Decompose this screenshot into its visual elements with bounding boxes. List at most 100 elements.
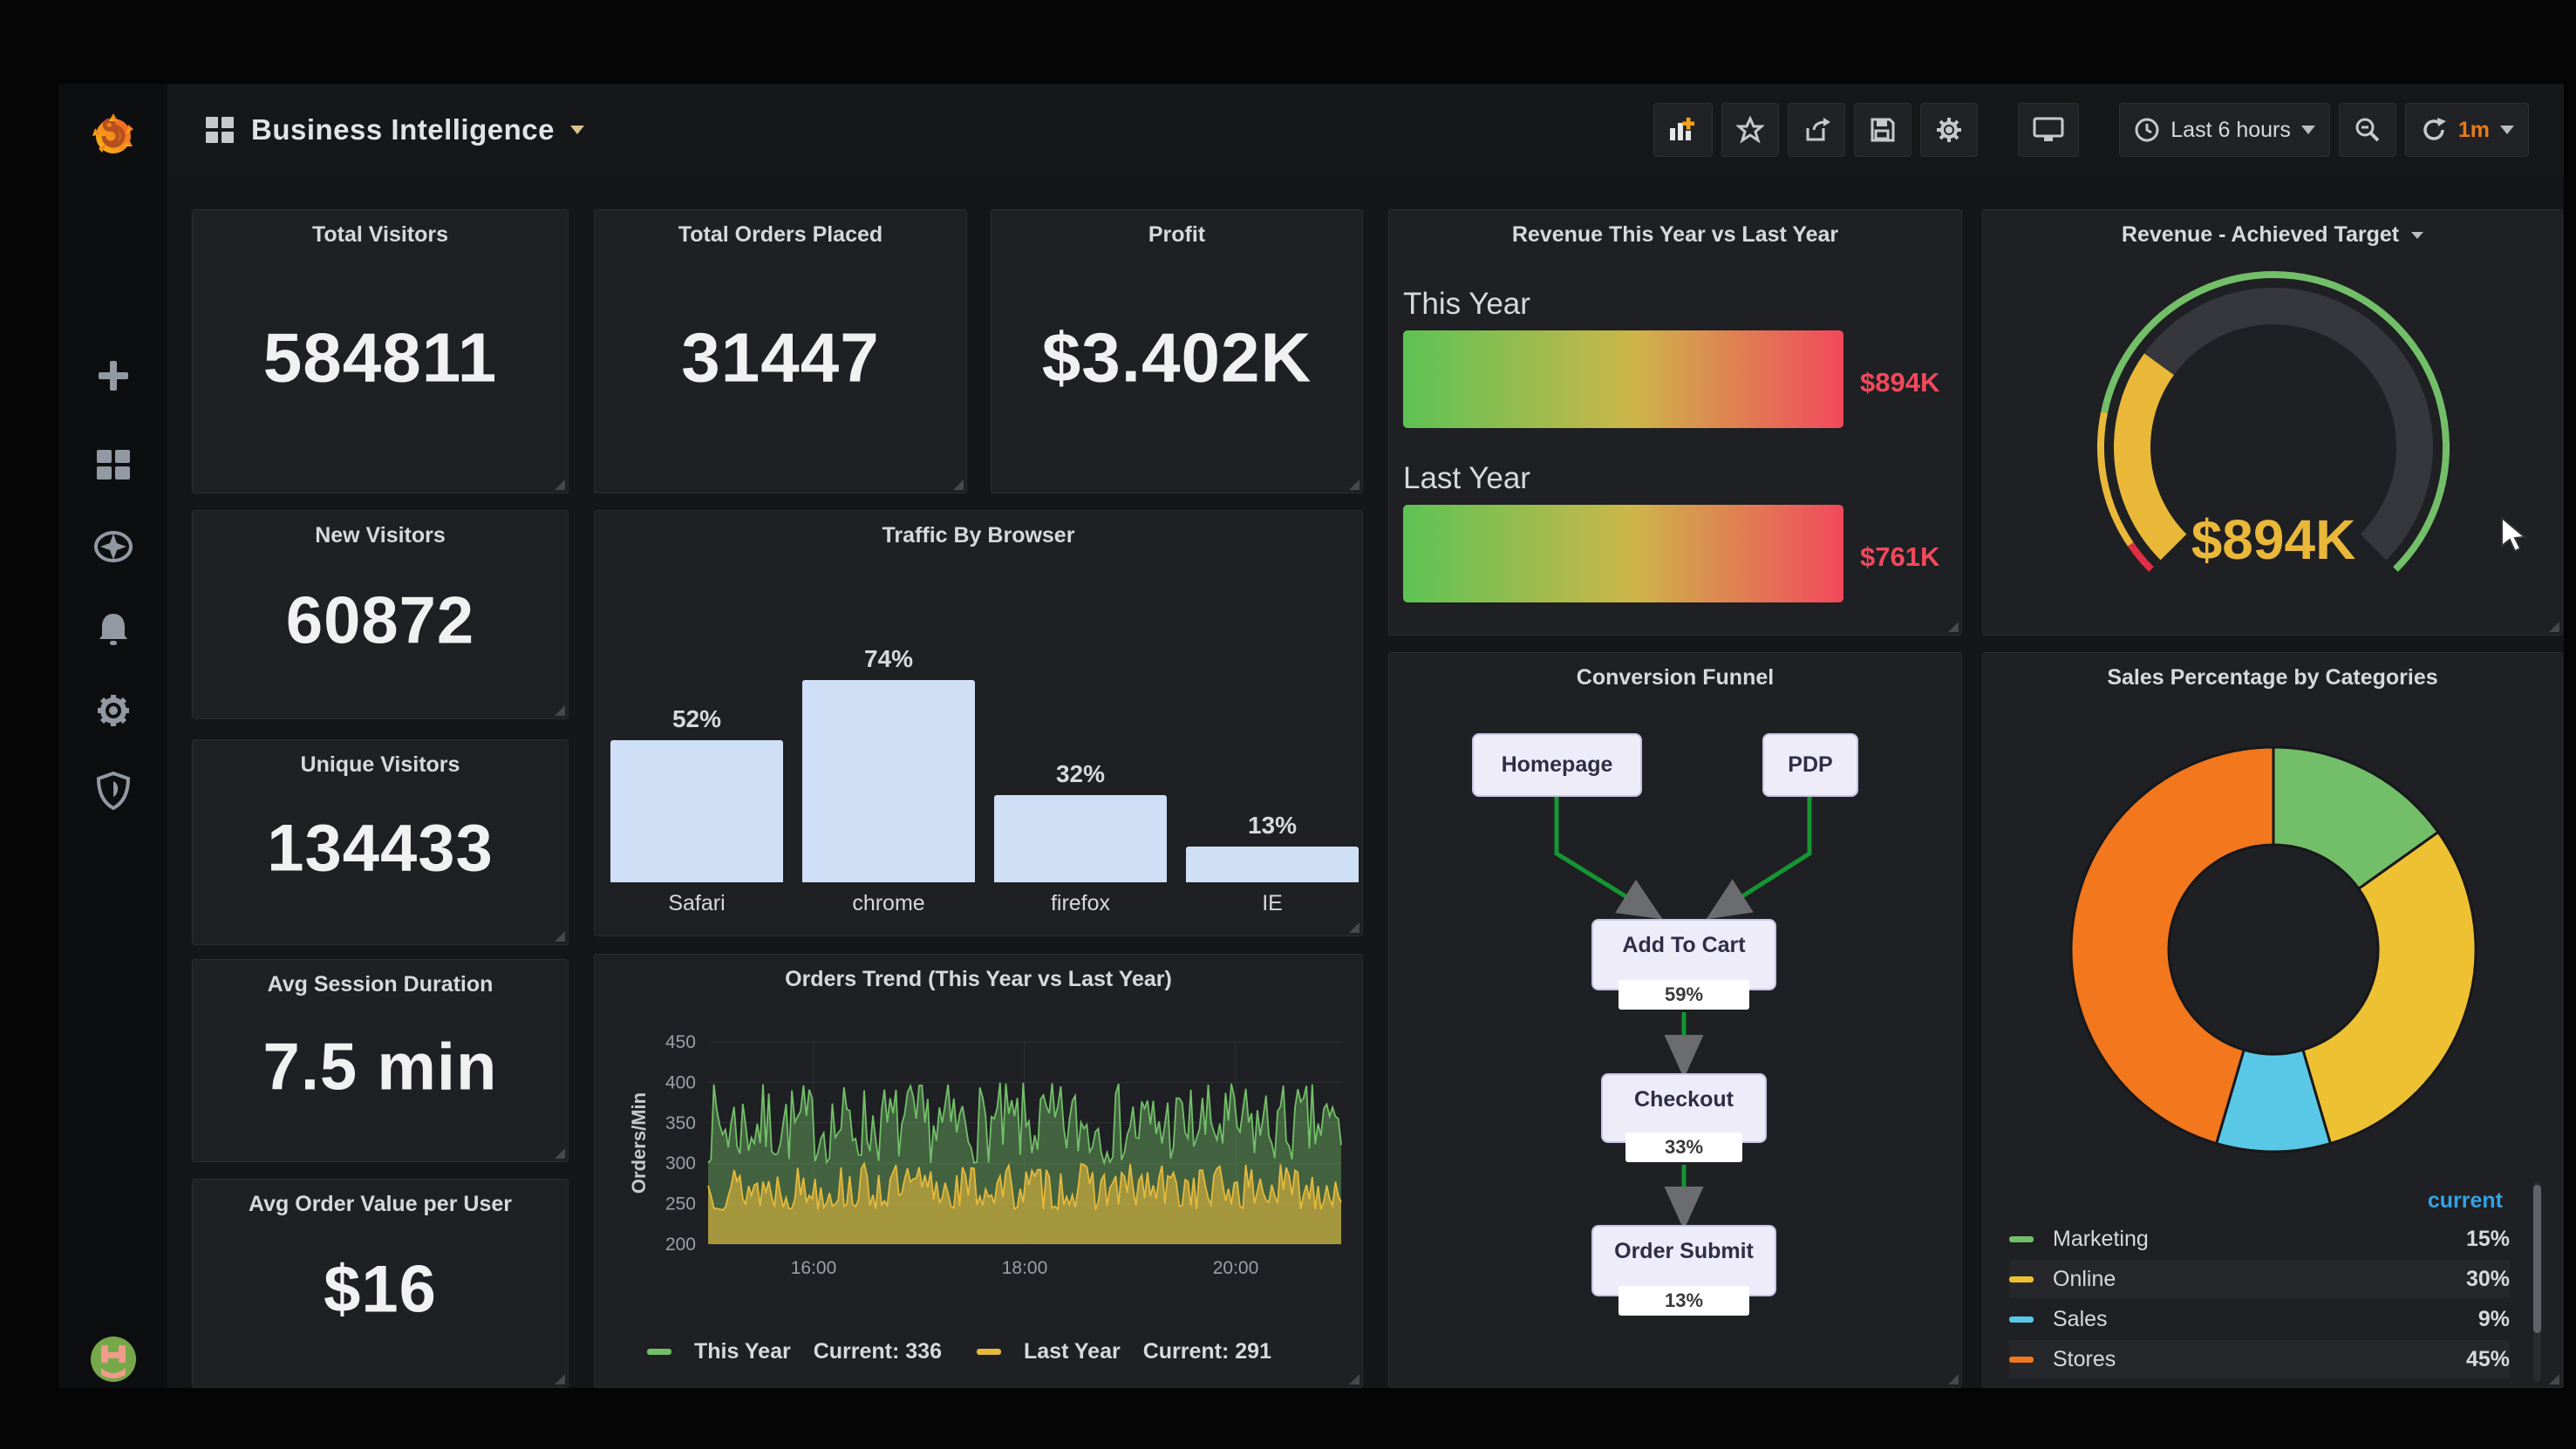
stat-value: $16: [324, 1252, 437, 1327]
panel-title[interactable]: Revenue This Year vs Last Year: [1511, 222, 1839, 247]
toolbar: Last 6 hours 1m: [1653, 103, 2529, 157]
panel-sales-categories: Sales Percentage by Categories current M…: [1982, 652, 2563, 1388]
grafana-logo[interactable]: [58, 96, 167, 174]
navbar: Business Intelligence: [167, 84, 2564, 176]
sidebar-item-server-admin[interactable]: [58, 760, 167, 821]
bar-value-label: 52%: [671, 705, 722, 732]
chart-legend: This Year Current: 336 Last Year Current…: [647, 1339, 1271, 1364]
shield-icon: [96, 771, 130, 811]
panel-title-caret-icon: [2411, 231, 2424, 239]
panel-title[interactable]: Orders Trend (This Year vs Last Year): [785, 967, 1172, 991]
refresh-button[interactable]: 1m: [2404, 103, 2529, 157]
legend-label[interactable]: Last Year: [1023, 1339, 1121, 1364]
donut-chart: [2069, 745, 2477, 1153]
legend-row-stores[interactable]: Stores 45%: [2009, 1340, 2510, 1378]
panel-title[interactable]: Avg Session Duration: [267, 972, 494, 997]
legend-header-current[interactable]: current: [2427, 1188, 2503, 1213]
tv-monitor-icon: [2033, 117, 2064, 141]
sidebar-item-configuration[interactable]: [58, 680, 167, 741]
sidebar-item-user-profile[interactable]: [58, 1329, 167, 1390]
bar-Safari: [610, 740, 783, 882]
page-title: Business Intelligence: [251, 113, 555, 146]
dashboards-grid-icon: [96, 450, 130, 480]
panel-title[interactable]: Sales Percentage by Categories: [2107, 665, 2438, 690]
bar-chrome: [802, 680, 975, 882]
share-button[interactable]: [1788, 103, 1846, 157]
legend-label[interactable]: This Year: [694, 1339, 791, 1364]
legend-current-value: Current: 291: [1142, 1339, 1271, 1364]
title-caret-icon: [569, 126, 584, 134]
sidebar-item-dashboards[interactable]: [58, 434, 167, 495]
panel-title[interactable]: Revenue - Achieved Target: [1983, 222, 2562, 248]
bar-value-label: 32%: [1055, 760, 1106, 787]
legend-scrollbar: [2533, 1181, 2541, 1382]
sidebar-item-create[interactable]: [58, 345, 167, 406]
clock-icon: [2135, 118, 2159, 142]
stat-value: 7.5 min: [262, 1029, 498, 1104]
panel-title[interactable]: New Visitors: [315, 523, 446, 548]
funnel-node-order-submit[interactable]: Order Submit 13%: [1591, 1225, 1776, 1316]
bell-icon: [99, 614, 127, 645]
panel-title[interactable]: Profit: [1148, 222, 1206, 247]
share-icon: [1806, 118, 1831, 141]
panel-title[interactable]: Unique Visitors: [300, 752, 460, 777]
bar-gauge-last-year: [1403, 505, 1843, 602]
bar-chart: 52% Safari 74% chrome 32% firefox 13% IE: [595, 511, 1362, 935]
panel-profit: Profit $3.402K: [991, 209, 1363, 493]
dashboard-grid-icon: [206, 117, 234, 143]
legend-row-sales[interactable]: Sales 9%: [2009, 1300, 2510, 1338]
legend-row-marketing[interactable]: Marketing 15%: [2009, 1220, 2510, 1258]
sidebar-item-alerting[interactable]: [58, 598, 167, 659]
svg-text:350: 350: [665, 1113, 696, 1133]
bar-IE: [1186, 847, 1359, 882]
zoom-out-button[interactable]: [2338, 103, 2396, 157]
legend-label: Sales: [2053, 1306, 2108, 1331]
panel-title[interactable]: Avg Order Value per User: [249, 1192, 512, 1216]
bar-firefox: [994, 795, 1167, 882]
sidebar-item-explore[interactable]: [58, 516, 167, 577]
bar-category-label: chrome: [852, 891, 925, 915]
funnel-node-percentage: 13%: [1619, 1286, 1749, 1316]
cycle-view-button[interactable]: [2018, 103, 2080, 157]
donut-slice-marketing: [2272, 745, 2441, 891]
funnel-node-homepage[interactable]: Homepage: [1472, 733, 1642, 797]
legend-value: 45%: [2465, 1346, 2510, 1371]
gauge-chart: $894K: [2097, 271, 2450, 572]
plus-icon: [98, 361, 128, 391]
svg-text:Orders/Min: Orders/Min: [628, 1092, 650, 1194]
donut-slice-stores: [2069, 745, 2275, 1146]
panel-new-visitors: New Visitors 60872: [192, 510, 569, 719]
dashboard-settings-button[interactable]: [1920, 103, 1979, 157]
funnel-node-percentage: 33%: [1625, 1133, 1742, 1162]
panel-title[interactable]: Traffic By Browser: [882, 523, 1075, 548]
panel-title[interactable]: Total Visitors: [311, 222, 449, 247]
refresh-icon: [2423, 118, 2446, 140]
legend-label: Stores: [2053, 1346, 2116, 1371]
time-series-chart: 200 250 300 350 400 450 16:00 18:00 20:00 Orders/…: [628, 1032, 1342, 1278]
panel-traffic-by-browser: Traffic By Browser 52% Safari 74% chrome 32%…: [594, 510, 1363, 936]
funnel-node-add-to-cart[interactable]: Add To Cart 59%: [1591, 919, 1776, 1010]
time-range-picker[interactable]: Last 6 hours: [2119, 103, 2330, 157]
bar-value-label: 13%: [1247, 812, 1298, 839]
sidebar: [58, 84, 167, 1388]
donut-slice-online: [2300, 830, 2477, 1146]
panel-title[interactable]: Conversion Funnel: [1576, 665, 1775, 690]
funnel-node-checkout[interactable]: Checkout 33%: [1601, 1073, 1767, 1162]
bar-gauge-label: This Year: [1403, 287, 1530, 321]
legend-value: 15%: [2465, 1226, 2510, 1251]
legend-current-value: Current: 336: [813, 1339, 942, 1364]
grafana-app: Business Intelligence: [58, 84, 2564, 1388]
save-button[interactable]: [1854, 103, 1912, 157]
panel-title-text: Revenue - Achieved Target: [2121, 222, 2400, 247]
svg-text:16:00: 16:00: [791, 1258, 837, 1278]
funnel-node-percentage: 59%: [1619, 980, 1749, 1010]
save-icon: [1871, 118, 1895, 142]
legend-scrollbar-thumb[interactable]: [2533, 1185, 2541, 1333]
legend-row-online[interactable]: Online 30%: [2009, 1260, 2510, 1298]
dashboard-title-group[interactable]: Business Intelligence: [204, 113, 584, 146]
star-button[interactable]: [1721, 103, 1780, 157]
panel-avg-order-value: Avg Order Value per User $16: [192, 1179, 569, 1388]
panel-title[interactable]: Total Orders Placed: [678, 222, 883, 247]
add-panel-button[interactable]: [1653, 103, 1714, 157]
funnel-node-pdp[interactable]: PDP: [1762, 733, 1858, 797]
